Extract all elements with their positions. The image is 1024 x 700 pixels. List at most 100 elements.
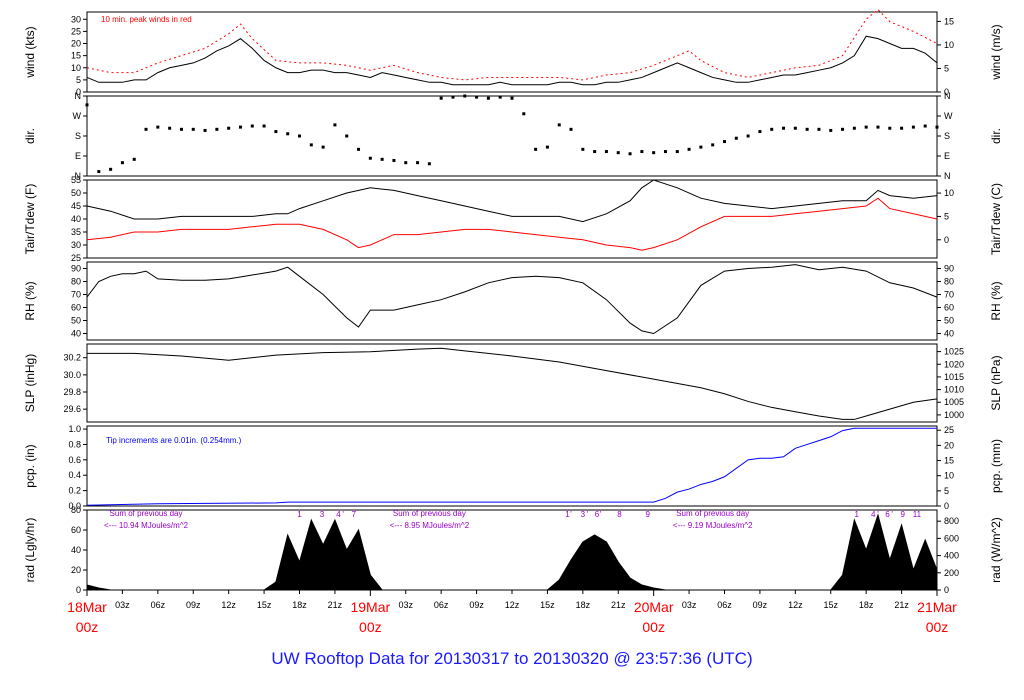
rad-ytick-label-left: 40 [71,545,81,555]
dir-point [144,127,148,131]
rad-cloud-mark: ' [600,510,602,519]
day-label-time: 00z [76,619,99,635]
pcp-ylabel-right: pcp. (mm) [989,439,1003,493]
day-label: 20Mar [634,599,674,615]
dir-panel [83,94,941,177]
rad-cloud-mark: 4 [871,510,876,519]
dir-point [805,127,809,131]
dir-point [675,150,679,154]
rad-ytick-label-left: 20 [71,565,81,575]
dir-ytick-label-left: S [75,131,81,141]
rad-area [86,513,938,591]
wind-line-10-min-peak [86,8,938,81]
rh-ytick-label-left: 60 [71,303,81,313]
dir-point [923,124,927,128]
dir-point [298,134,301,138]
wind-line-wind-speed [86,35,938,86]
time-tick-label: 12z [221,600,236,610]
time-tick-label: 03z [682,600,697,610]
dir-ylabel-right: dir. [989,128,1003,144]
pcp-ytick-label-right: 25 [944,425,954,435]
temp-ytick-label-left: 35 [71,227,81,237]
temp-ylabel-left: Tair/Tdew (F) [23,184,37,255]
slp-ytick-label-right: 1005 [944,397,964,407]
time-tick-label: 18z [292,600,307,610]
pcp-ytick-label-right: 10 [944,471,954,481]
rad-sum-annotation: Sum of previous day [393,509,466,518]
pcp-ytick-label-right: 15 [944,456,954,466]
time-tick-label: 03z [115,600,130,610]
temp-ytick-label-left: 25 [71,253,81,263]
time-tick-label: 09z [753,600,768,610]
dir-point [782,126,786,130]
dir-ytick-label-left: N [75,171,82,181]
time-tick-label: 12z [505,600,520,610]
time-tick-label: 18z [859,600,874,610]
dir-point [215,127,219,131]
dir-point [475,95,479,99]
dir-point [687,147,691,151]
rad-panel [83,509,941,591]
pcp-ytick-label-left: 0.0 [68,501,81,511]
dir-point [345,134,349,138]
rh-ytick-label-right: 50 [944,316,954,326]
rh-ytick-label-left: 40 [71,329,81,339]
rad-cloud-mark: ' [891,510,893,519]
dir-point [427,162,431,166]
dir-point [900,126,904,130]
dir-point [168,126,172,130]
rad-ytick-label-left: 60 [71,525,81,535]
dir-point [439,96,443,100]
rad-cloud-mark: 4 [336,510,341,519]
day-label: 21Mar [917,599,957,615]
dir-point [746,134,750,138]
dir-ytick-label-right: W [944,111,953,121]
dir-point [793,126,797,130]
rad-cloud-mark: 11 [913,510,922,519]
dir-frame [86,95,938,177]
rad-sum-annotation: <--- 9.19 MJoules/m^2 [673,521,753,530]
time-tick-label: 12z [788,600,803,610]
dir-point [498,95,502,99]
time-tick-label: 09z [469,600,484,610]
rad-ylabel-left: rad (Lgly/hr) [23,518,37,583]
rad-cloud-mark: 6 [595,510,600,519]
rad-cloud-mark: ' [570,510,572,519]
pcp-panel [83,425,941,507]
wind-ytick-label-left: 5 [76,75,81,85]
day-label-time: 00z [359,619,382,635]
dir-point [191,127,195,131]
wind-ytick-label-left: 0 [76,87,81,97]
dir-point [852,126,856,130]
slp-frame [86,343,938,423]
wind-ytick-label-left: 30 [71,14,81,24]
dir-ytick-label-right: E [944,151,950,161]
dir-point [120,161,124,165]
dir-point [911,125,915,129]
wind-ytick-label-right: 15 [944,16,954,26]
temp-frame [86,179,938,259]
dir-point [262,124,266,128]
rad-cloud-mark: 7 [352,510,357,519]
dir-point [510,96,514,100]
pcp-ytick-label-left: 0.6 [68,455,81,465]
slp-ytick-label-right: 1015 [944,372,964,382]
rad-sum-annotation: Sum of previous day [110,509,183,518]
pcp-ytick-label-right: 20 [944,440,954,450]
rh-panel [83,261,941,341]
footer-title: UW Rooftop Data for 20130317 to 20130320… [271,649,753,668]
time-tick-label: 21z [328,600,343,610]
dir-point [581,147,585,151]
rad-cloud-mark: 9 [646,510,651,519]
pcp-ytick-label-right: 5 [944,486,949,496]
rad-cloud-mark: ' [587,510,589,519]
rad-cloud-mark: 1 [297,510,302,519]
pcp-ylabel-left: pcp. (in) [23,444,37,487]
rh-frame [86,261,938,341]
slp-ytick-label-right: 1020 [944,359,964,369]
rh-ytick-label-left: 70 [71,290,81,300]
rad-ytick-label-right: 800 [944,516,959,526]
rad-cloud-mark: 3 [581,510,586,519]
dir-point [569,127,573,131]
